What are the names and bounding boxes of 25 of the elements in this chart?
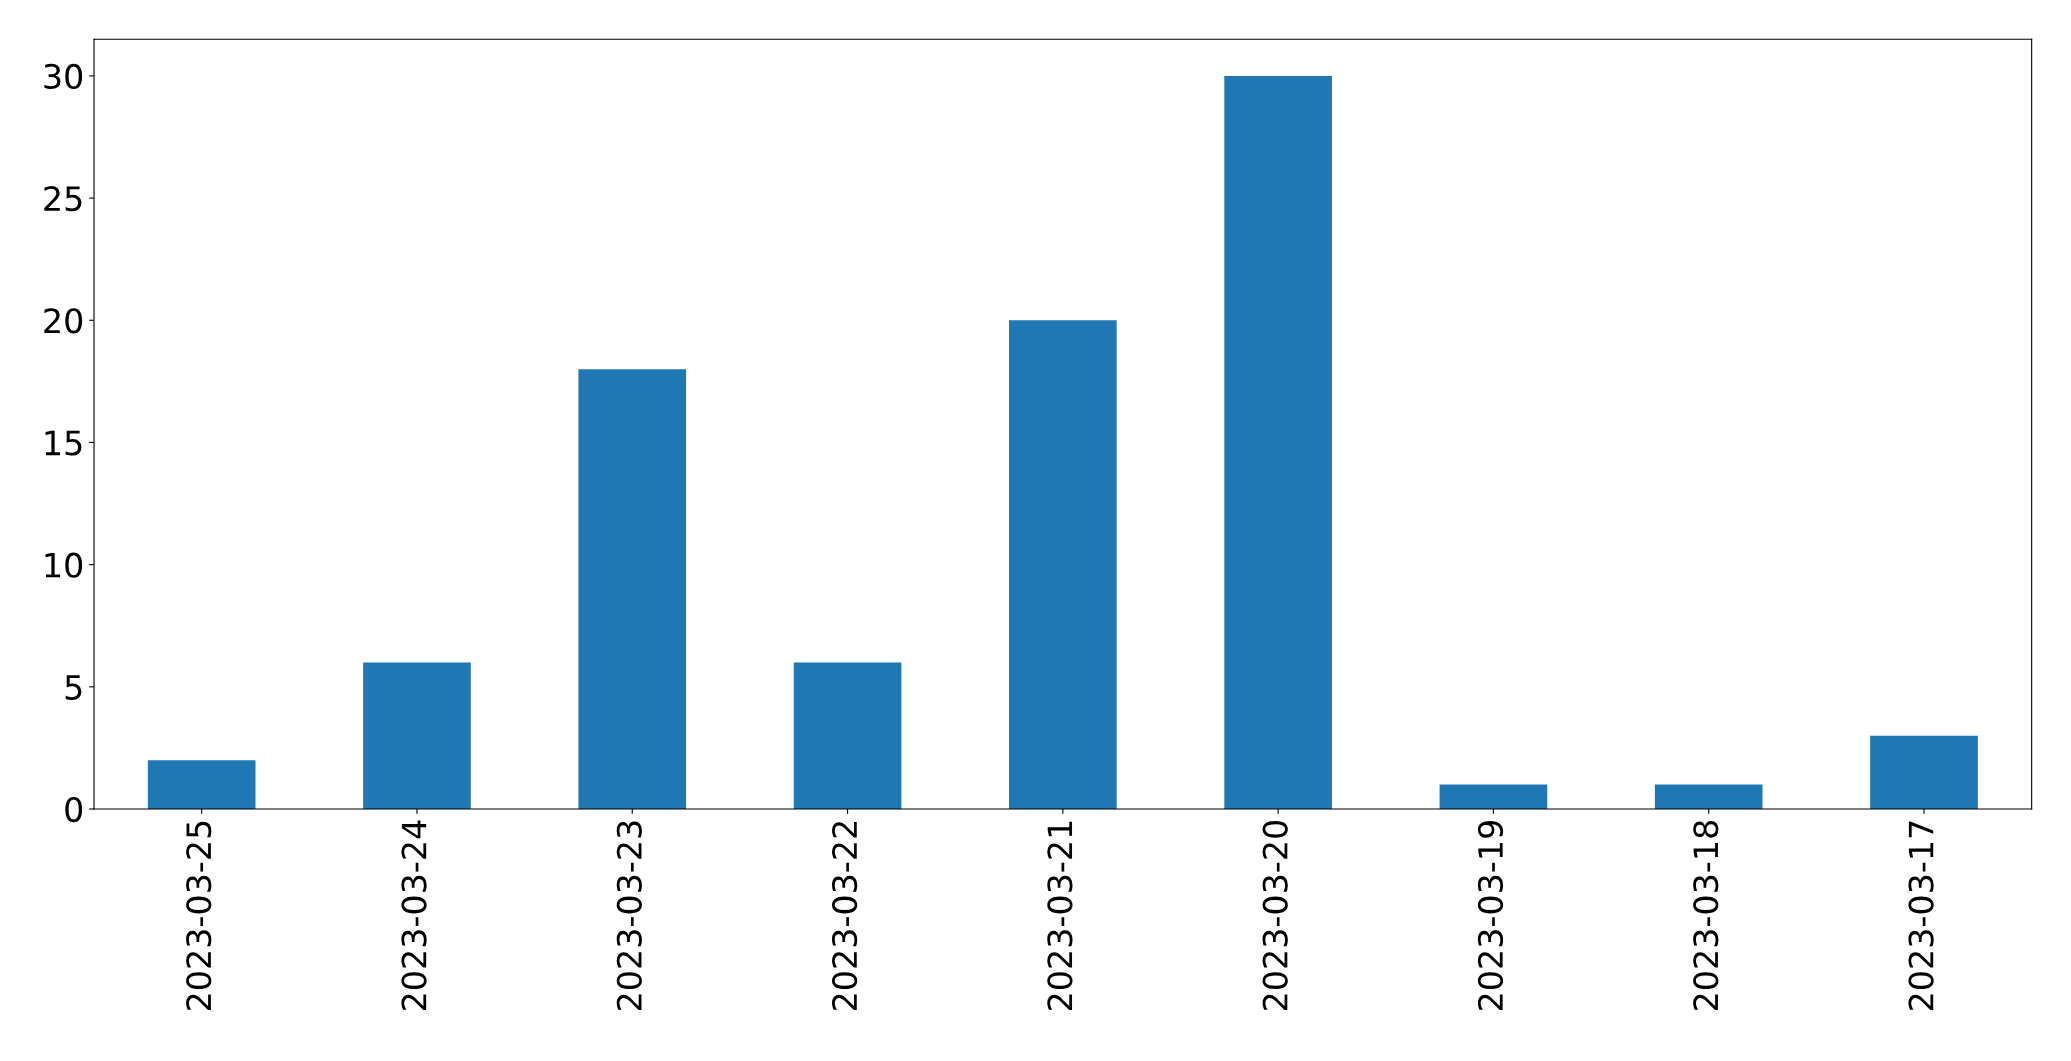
bar	[147, 760, 256, 810]
x-tick-label: 2023-03-21	[1047, 821, 1073, 1011]
x-tick-label: 2023-03-23	[616, 821, 642, 1011]
y-tick-label: 15	[45, 430, 82, 456]
x-tick-label: 2023-03-20	[1262, 820, 1288, 1011]
x-tick-label: 2023-03-24	[401, 820, 427, 1011]
y-tick-label: 30	[44, 63, 83, 90]
bar	[363, 662, 471, 810]
x-tick-label: 2023-03-19	[1477, 821, 1504, 1011]
bar	[793, 662, 902, 810]
bar	[1009, 320, 1117, 810]
bar	[1439, 784, 1548, 810]
y-tick-label: 25	[44, 186, 82, 212]
bar	[1654, 784, 1763, 810]
bar	[1870, 735, 1978, 810]
x-tick-label: 2023-03-25	[186, 821, 212, 1011]
y-tick-label: 20	[44, 308, 83, 334]
y-tick-label: 10	[45, 552, 83, 578]
y-tick-label: 5	[65, 675, 82, 700]
bar	[1224, 75, 1332, 810]
x-tick-label: 2023-03-18	[1693, 821, 1719, 1011]
y-tick-label: 0	[65, 796, 83, 823]
x-tick-label: 2023-03-17	[1908, 821, 1934, 1011]
x-tick-label: 2023-03-22	[832, 822, 858, 1011]
bar	[578, 369, 687, 810]
